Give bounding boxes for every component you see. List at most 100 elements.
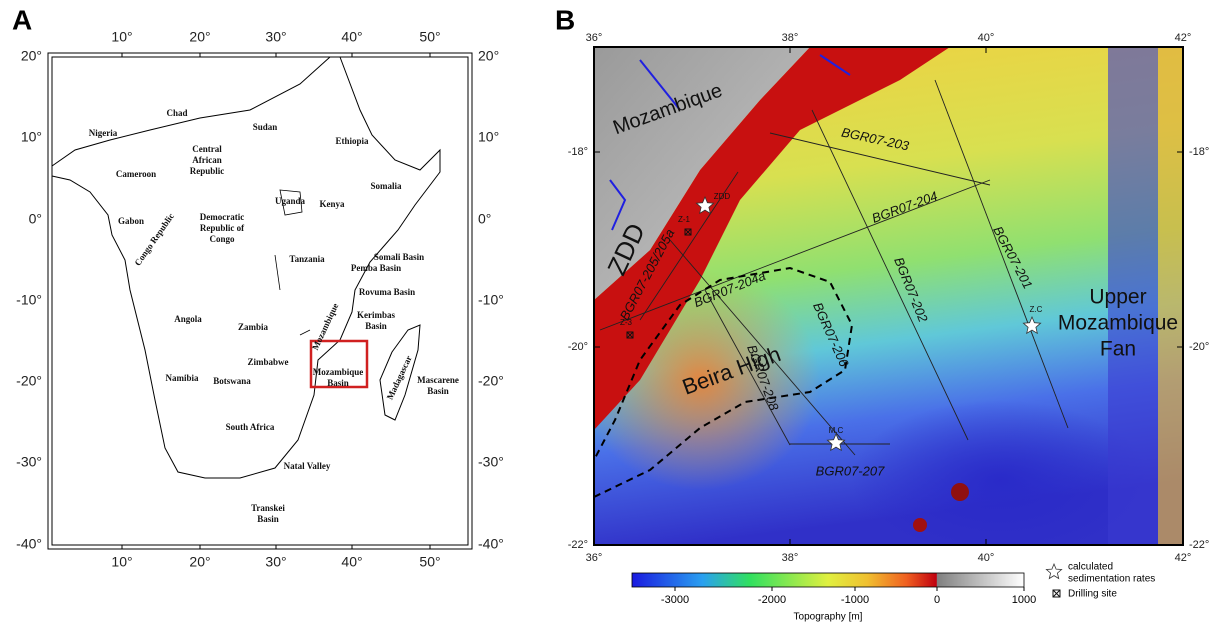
lat-tick-label: -20°: [16, 373, 42, 389]
topo-ridge: [1158, 47, 1183, 545]
place-label: Kenya: [319, 199, 345, 209]
panel-label: B: [555, 4, 575, 35]
panel-label: A: [12, 4, 32, 35]
place-label: Zambia: [238, 322, 269, 332]
place-label: Nigeria: [89, 128, 118, 138]
legend-drilling-symbol: [1053, 590, 1060, 597]
lon-tick-label: 30°: [265, 29, 286, 45]
lon-tick-label: 10°: [111, 554, 132, 570]
lat-tick-label: -18°: [568, 146, 588, 158]
lat-tick-label: 0°: [478, 211, 491, 227]
place-label: Pemba Basin: [351, 263, 401, 273]
place-label: Botswana: [213, 376, 251, 386]
place-label: Basin: [427, 386, 449, 396]
place-label: Central: [192, 144, 222, 154]
panel-a: A: [12, 4, 472, 549]
topo-deep: [850, 400, 1150, 560]
place-label: Basin: [257, 514, 279, 524]
lat-tick-label: -18°: [1189, 146, 1209, 158]
place-label: Kerimbas: [357, 310, 395, 320]
colorbar-tick-label: -1000: [841, 594, 869, 606]
place-label: Uganda: [275, 196, 306, 206]
lat-tick-label: 20°: [21, 48, 42, 64]
lon-tick-label: 40°: [978, 552, 995, 564]
lon-tick-label: 40°: [341, 29, 362, 45]
lon-tick-label: 42°: [1175, 552, 1192, 564]
legend-label: Drilling site: [1068, 589, 1117, 600]
lon-tick-label: 20°: [189, 29, 210, 45]
lat-tick-label: -20°: [478, 373, 504, 389]
lon-tick-label: 40°: [978, 32, 995, 44]
lat-tick-label: -22°: [1189, 539, 1209, 551]
colorbar-tick-label: -3000: [661, 594, 689, 606]
lon-tick-label: 50°: [419, 554, 440, 570]
lat-tick-label: 20°: [478, 48, 499, 64]
place-label: Basin: [327, 378, 349, 388]
site-label: Z-3: [620, 318, 633, 327]
lat-tick-label: -40°: [16, 536, 42, 552]
lat-tick-label: 0°: [29, 211, 42, 227]
place-label: Basin: [365, 321, 387, 331]
place-label: Chad: [166, 108, 187, 118]
colorbar-tick-label: 1000: [1012, 594, 1036, 606]
figure: A B Topography [m] 10° 10° 20° 20° 30° 30° 40°…: [0, 0, 1220, 626]
place-label: Namibia: [165, 373, 199, 383]
place-label: Gabon: [118, 216, 144, 226]
seismic-line-label: BGR07-207: [816, 463, 885, 478]
lon-tick-label: 36°: [586, 32, 603, 44]
seamount: [913, 518, 927, 532]
place-label: Natal Valley: [284, 461, 331, 471]
lat-tick-label: 10°: [21, 129, 42, 145]
place-label: Fan: [1100, 338, 1136, 361]
lon-tick-label: 10°: [111, 29, 132, 45]
place-label: Democratic: [200, 212, 244, 222]
lat-tick-label: -30°: [16, 454, 42, 470]
site-label: Z-1: [678, 215, 691, 224]
colorbar: [632, 573, 1024, 587]
legend-label: calculated: [1068, 562, 1113, 573]
lat-tick-label: -20°: [1189, 341, 1209, 353]
lon-tick-label: 36°: [586, 552, 603, 564]
place-label: Ethiopia: [335, 136, 369, 146]
lat-tick-label: -22°: [568, 539, 588, 551]
place-label: Mozambique: [1058, 312, 1178, 335]
lon-tick-label: 50°: [419, 29, 440, 45]
place-label: Tanzania: [289, 254, 325, 264]
place-label: Upper: [1089, 286, 1146, 309]
place-label: Angola: [174, 314, 202, 324]
site-label: ZDD: [714, 192, 731, 201]
star-marker: [1046, 564, 1061, 579]
site-label: Z.C: [1030, 305, 1043, 314]
place-label: Cameroon: [116, 169, 156, 179]
place-label: Mascarene: [417, 375, 459, 385]
lat-tick-label: -10°: [16, 292, 42, 308]
place-label: Rovuma Basin: [359, 287, 415, 297]
lat-tick-label: -30°: [478, 454, 504, 470]
place-label: Republic of: [200, 223, 245, 233]
lon-tick-label: 30°: [265, 554, 286, 570]
place-label: African: [192, 155, 222, 165]
place-label: Somali Basin: [374, 252, 424, 262]
place-label: Somalia: [370, 181, 402, 191]
seamount: [951, 483, 969, 501]
place-label: Mozambique: [313, 367, 364, 377]
place-label: Republic: [190, 166, 225, 176]
place-label: Congo: [209, 234, 235, 244]
site-label: M.C: [829, 426, 844, 435]
lon-tick-label: 42°: [1175, 32, 1192, 44]
lon-tick-label: 38°: [782, 552, 799, 564]
place-label: Sudan: [253, 122, 278, 132]
colorbar-tick-label: 0: [934, 594, 940, 606]
lon-tick-label: 38°: [782, 32, 799, 44]
colorbar-tick-label: -2000: [758, 594, 786, 606]
place-label: Transkei: [251, 503, 285, 513]
lat-tick-label: -10°: [478, 292, 504, 308]
lon-tick-label: 20°: [189, 554, 210, 570]
legend-label: sedimentation rates: [1068, 574, 1155, 585]
page: {"panel_a":{"label":"A","lon_ticks":["10…: [0, 0, 1220, 626]
lat-tick-label: 10°: [478, 129, 499, 145]
colorbar-title: Topography [m]: [794, 612, 863, 623]
lat-tick-label: -20°: [568, 341, 588, 353]
place-label: Zimbabwe: [247, 357, 288, 367]
lon-tick-label: 40°: [341, 554, 362, 570]
